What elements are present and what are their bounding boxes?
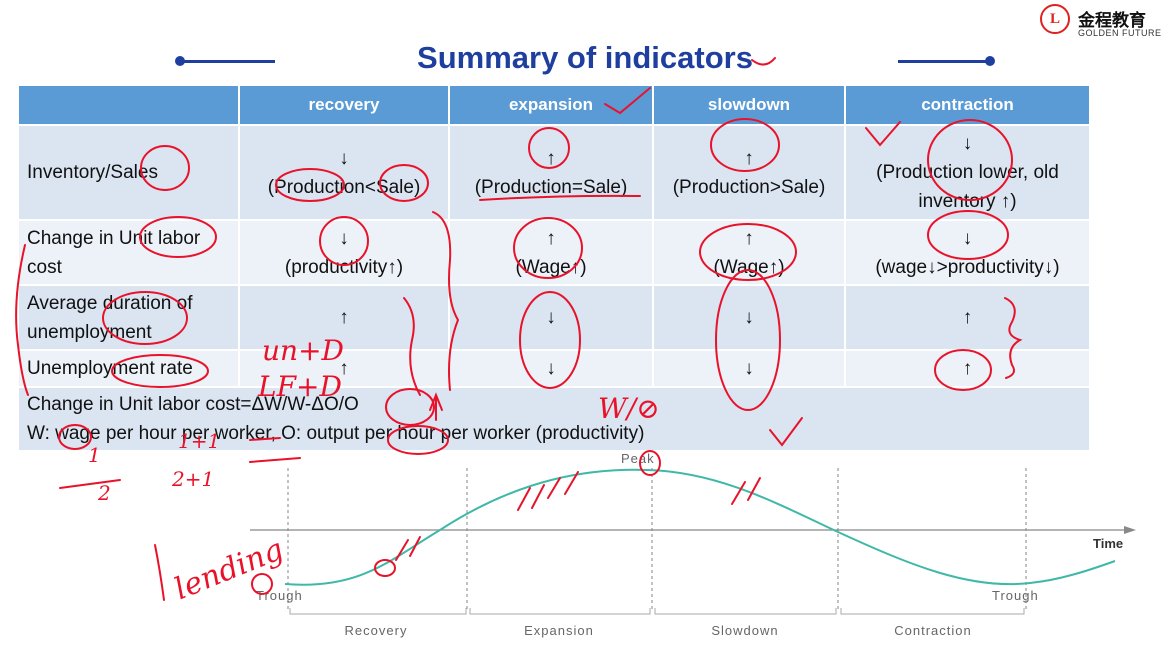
table-cell: ↑ bbox=[238, 284, 450, 351]
title-decoration-left bbox=[175, 56, 275, 66]
row-label: Inventory/Sales bbox=[17, 124, 240, 221]
table-cell: ↑ bbox=[844, 349, 1091, 388]
table-cell: ↓ bbox=[652, 349, 846, 388]
formula-line: Change in Unit labor cost=ΔW/W-ΔO/O bbox=[27, 394, 359, 415]
table-cell: ↑ (Wage↑) bbox=[448, 219, 654, 286]
table-cell: ↑ bbox=[238, 349, 450, 388]
table-cell: ↓ bbox=[652, 284, 846, 351]
table-cell: ↓ (Production lower, old inventory ↑) bbox=[844, 124, 1091, 221]
formula-legend: W: wage per hour per worker, O: output p… bbox=[27, 423, 645, 444]
logo-chinese: 金程教育 bbox=[1078, 11, 1146, 31]
logo: L 金程教育 GOLDEN FUTURE bbox=[1040, 4, 1166, 40]
table-cell: ↑ (Production=Sale) bbox=[448, 124, 654, 221]
table-cell: ↑ (Production>Sale) bbox=[652, 124, 846, 221]
phase-label-contraction: Contraction bbox=[894, 623, 971, 638]
table-cell: ↓ (Production<Sale) bbox=[238, 124, 450, 221]
table-cell: ↓ (wage↓>productivity↓) bbox=[844, 219, 1091, 286]
time-axis-label: Time bbox=[1093, 536, 1123, 551]
slide-title: Summary of indicators bbox=[417, 40, 753, 75]
header-cell bbox=[17, 84, 240, 126]
header-slowdown: slowdown bbox=[652, 84, 846, 126]
note-two: 2 bbox=[97, 481, 111, 505]
row-label: Average duration of unemployment bbox=[17, 284, 240, 351]
row-label: Unemployment rate bbox=[17, 349, 240, 388]
table-cell: ↑ bbox=[844, 284, 1091, 351]
formula-note: Change in Unit labor cost=ΔW/W-ΔO/O W: w… bbox=[17, 386, 1091, 452]
trough-right-label: Trough bbox=[992, 588, 1039, 603]
logo-mark-icon: L bbox=[1040, 4, 1070, 34]
table-row: Inventory/Sales ↓ (Production<Sale) ↑ (Pro… bbox=[17, 124, 1091, 221]
peak-label: Peak bbox=[621, 451, 655, 466]
phase-label-recovery: Recovery bbox=[345, 623, 408, 638]
note-two-plus-one: 2+1 bbox=[171, 467, 214, 491]
table-cell: ↓ bbox=[448, 284, 654, 351]
table-footer-row: Change in Unit labor cost=ΔW/W-ΔO/O W: w… bbox=[17, 386, 1091, 452]
table-cell: ↓ (productivity↑) bbox=[238, 219, 450, 286]
logo-english: GOLDEN FUTURE bbox=[1078, 28, 1162, 38]
header-expansion: expansion bbox=[448, 84, 654, 126]
row-label: Change in Unit labor cost bbox=[17, 219, 240, 286]
phase-label-slowdown: Slowdown bbox=[711, 623, 778, 638]
table-row: Unemployment rate ↑ ↓ ↓ ↑ bbox=[17, 349, 1091, 388]
table-row: Average duration of unemployment ↑ ↓ ↓ ↑ bbox=[17, 284, 1091, 351]
table-row: Change in Unit labor cost ↓ (productivity… bbox=[17, 219, 1091, 286]
phase-label-expansion: Expansion bbox=[524, 623, 594, 638]
note-lending: lending bbox=[170, 532, 289, 607]
trough-left-label: Trough bbox=[256, 588, 303, 603]
table-cell: ↑ (Wage↑) bbox=[652, 219, 846, 286]
table-cell: ↓ bbox=[448, 349, 654, 388]
indicators-table: recovery expansion slowdown contraction … bbox=[17, 84, 1091, 452]
header-contraction: contraction bbox=[844, 84, 1091, 126]
title-decoration-right bbox=[898, 56, 995, 66]
table-header-row: recovery expansion slowdown contraction bbox=[17, 84, 1091, 126]
header-recovery: recovery bbox=[238, 84, 450, 126]
